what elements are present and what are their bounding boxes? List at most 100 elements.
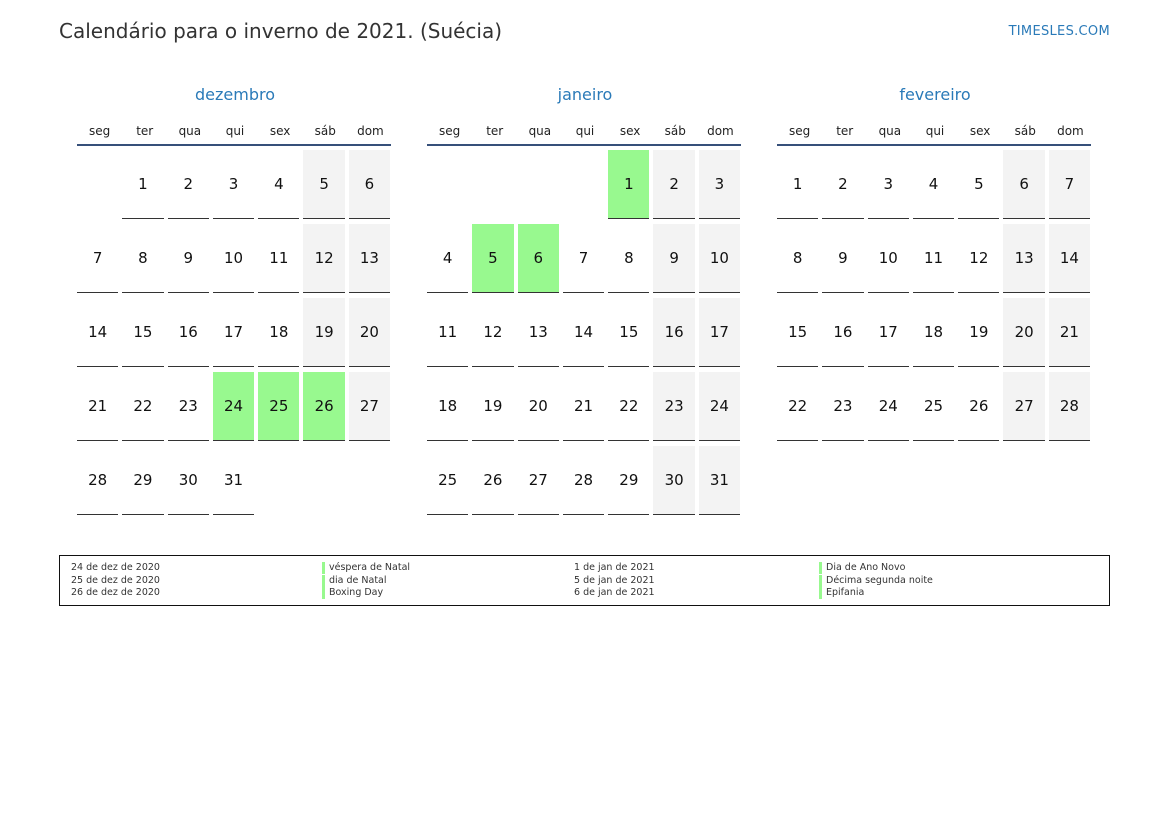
month-0: dezembro seg ter qua qui sex sáb dom 1 2 3 4 5 6 7 8 9 10… <box>77 84 393 515</box>
month-1: janeiro seg ter qua qui sex sáb dom 1 2 3 4 5 6 7 8 9 10 1… <box>427 84 743 515</box>
day-cell: 22 <box>777 372 819 441</box>
day-cell: 21 <box>562 372 605 441</box>
day-cell: 15 <box>122 298 164 367</box>
month-name: janeiro <box>557 85 613 104</box>
empty-cell <box>518 150 559 218</box>
day-cell: 6 <box>348 150 391 219</box>
legend-row: 25 de dez de 2020 dia de Natal <box>60 574 1109 587</box>
legend-date: 6 de jan de 2021 <box>574 587 655 598</box>
day-cell: 29 <box>608 446 650 515</box>
weekday-header: seg ter qua qui sex sáb dom <box>777 112 1093 138</box>
weekday-label: qua <box>178 124 202 138</box>
day-cell: 14 <box>77 298 119 367</box>
day-cell: 13 <box>1003 224 1045 293</box>
weekday-label: dom <box>707 124 734 138</box>
day-cell: 3 <box>698 150 741 219</box>
day-cell: 28 <box>1048 372 1091 441</box>
weekday-label: seg <box>788 124 811 138</box>
day-cell: 23 <box>653 372 695 441</box>
day-cell: 3 <box>212 150 255 219</box>
weekday-label: sáb <box>664 124 686 138</box>
day-cell: 30 <box>167 446 209 515</box>
day-cell: 26 <box>472 446 514 515</box>
legend-row: 26 de dez de 2020 Boxing Day <box>60 587 1109 599</box>
day-cell: 19 <box>303 298 345 367</box>
weekday-label: qua <box>528 124 552 138</box>
legend-date: 24 de dez de 2020 <box>71 562 160 573</box>
day-cell: 28 <box>77 446 119 515</box>
empty-cell <box>77 150 118 218</box>
day-cell: 1 <box>777 150 819 219</box>
day-cell: 16 <box>822 298 864 367</box>
weekday-label: qui <box>225 124 245 138</box>
day-cell: 9 <box>167 224 209 293</box>
legend-holiday-name: Dia de Ano Novo <box>819 562 905 574</box>
weekday-label: dom <box>357 124 384 138</box>
day-cell: 16 <box>653 298 695 367</box>
weekday-label: seg <box>438 124 461 138</box>
day-cell: 20 <box>348 298 391 367</box>
month-2: fevereiro seg ter qua qui sex sáb dom 1 2 3 4 5 6 7 8 9 1… <box>777 84 1093 441</box>
legend-date: 5 de jan de 2021 <box>574 574 655 586</box>
day-cell: 1 <box>122 150 164 219</box>
legend-holiday-name: dia de Natal <box>322 574 387 587</box>
day-cell: 8 <box>122 224 164 293</box>
day-cell: 31 <box>212 446 255 515</box>
empty-cell <box>427 150 468 218</box>
weekday-label: ter <box>486 124 504 138</box>
day-cell: 2 <box>167 150 209 219</box>
legend-row: 1 de jan de 2021 Dia de Ano Novo <box>60 562 1109 574</box>
day-cell: 18 <box>258 298 300 367</box>
day-cell: 31 <box>698 446 741 515</box>
holiday-day-cell: 1 <box>608 150 650 219</box>
day-cell: 7 <box>1048 150 1091 219</box>
holiday-day-cell: 25 <box>258 372 300 441</box>
day-cell: 13 <box>517 298 559 367</box>
weekday-label: sáb <box>1014 124 1036 138</box>
day-cell: 14 <box>1048 224 1091 293</box>
day-cell: 12 <box>958 224 1000 293</box>
header-divider <box>427 144 741 146</box>
day-cell: 15 <box>777 298 819 367</box>
day-cell: 13 <box>348 224 391 293</box>
brand-link[interactable]: TIMESLES.COM <box>1008 24 1110 39</box>
day-cell: 30 <box>653 446 695 515</box>
day-cell: 8 <box>777 224 819 293</box>
day-cell: 23 <box>822 372 864 441</box>
day-cell: 5 <box>303 150 345 219</box>
legend-holiday-name: Boxing Day <box>322 587 383 599</box>
weekday-header: seg ter qua qui sex sáb dom <box>427 112 743 138</box>
weekday-label: sex <box>969 124 991 138</box>
day-cell: 7 <box>77 224 119 293</box>
legend-row: 5 de jan de 2021 Décima segunda noite <box>60 574 1109 587</box>
legend-date: 26 de dez de 2020 <box>71 587 160 598</box>
day-cell: 4 <box>258 150 300 219</box>
day-cell: 27 <box>517 446 559 515</box>
day-cell: 20 <box>517 372 559 441</box>
day-cell: 22 <box>608 372 650 441</box>
day-cell: 6 <box>1003 150 1045 219</box>
weekday-header: seg ter qua qui sex sáb dom <box>77 112 393 138</box>
day-cell: 16 <box>167 298 209 367</box>
day-cell: 26 <box>958 372 1000 441</box>
legend-date: 1 de jan de 2021 <box>574 562 655 573</box>
day-cell: 22 <box>122 372 164 441</box>
day-cell: 12 <box>472 298 514 367</box>
day-cell: 19 <box>472 372 514 441</box>
day-cell: 25 <box>912 372 955 441</box>
day-cell: 7 <box>562 224 605 293</box>
month-name: fevereiro <box>899 85 971 104</box>
day-cell: 24 <box>698 372 741 441</box>
day-grid: 1 2 3 4 5 6 7 8 9 10 11 12 13 14 15 16 17 18 19 20 21 22 23 24 2… <box>77 150 393 515</box>
empty-cell <box>472 150 513 218</box>
month-name: dezembro <box>195 85 275 104</box>
day-cell: 2 <box>822 150 864 219</box>
header-divider <box>777 144 1091 146</box>
day-cell: 29 <box>122 446 164 515</box>
day-cell: 17 <box>867 298 909 367</box>
day-cell: 8 <box>608 224 650 293</box>
weekday-label: sex <box>619 124 641 138</box>
weekday-label: qui <box>575 124 595 138</box>
legend-row: 24 de dez de 2020 véspera de Natal <box>60 562 1109 574</box>
legend-holiday-name: Epifania <box>819 587 864 599</box>
